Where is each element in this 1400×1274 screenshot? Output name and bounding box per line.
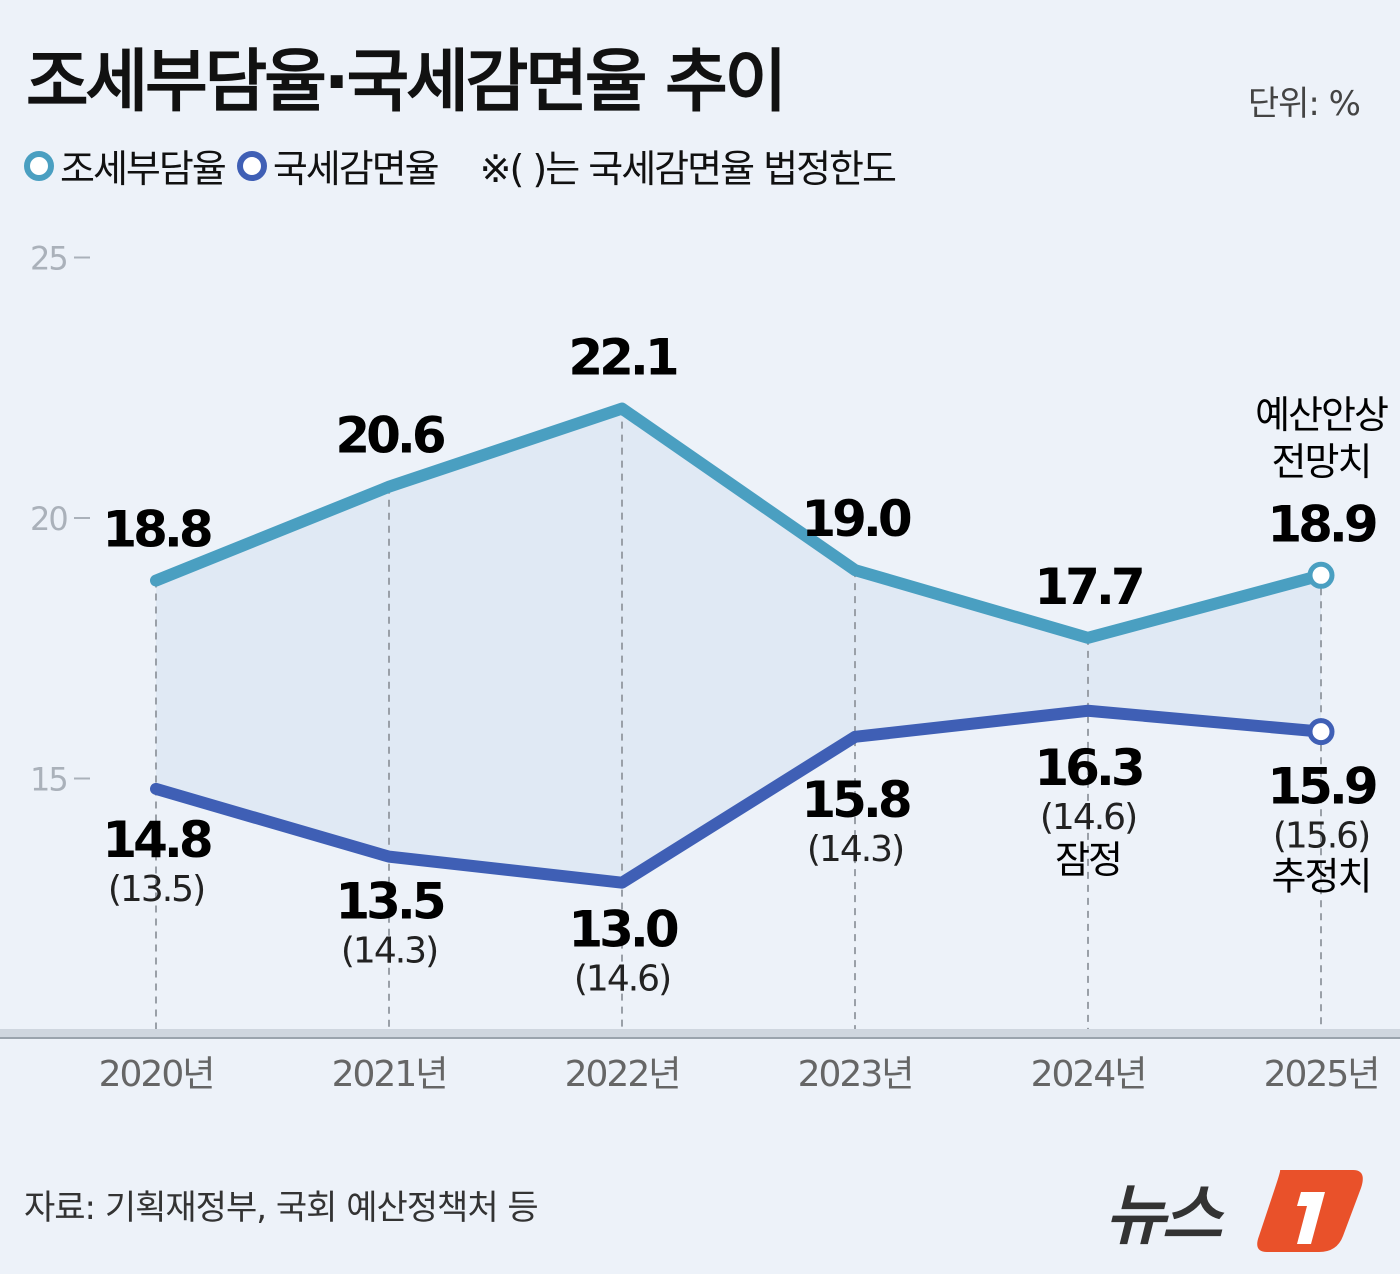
unit-label: 단위: % (1247, 84, 1361, 124)
y-tick-label: 20 (30, 500, 67, 538)
tax-reduction-value-label: 15.8 (801, 771, 910, 829)
legal-limit-label: (13.5) (108, 869, 204, 910)
budget-note-line2: 전망치 (1272, 440, 1371, 484)
legend: 조세부담율 국세감면율 ※( )는 국세감면율 법정한도 (24, 138, 897, 193)
area-fill (156, 408, 1321, 883)
tax-reduction-line (150, 704, 1327, 889)
legend-item-tax-burden: 조세부담율 (24, 138, 227, 193)
tax-burden-value-label: 18.8 (102, 501, 211, 559)
tax-reduction-value-label: 13.5 (335, 873, 444, 931)
legal-limit-label: (14.3) (807, 829, 903, 870)
x-tick-label: 2025년 (1264, 1054, 1379, 1095)
estimate-note: 추정치 (1272, 855, 1371, 899)
legal-limit-label: (14.6) (574, 959, 670, 1000)
legend-label: 국세감면율 (272, 147, 440, 191)
tax-burden-value-label: 22.1 (568, 329, 677, 387)
legend-note: ※( )는 국세감면율 법정한도 (479, 147, 897, 191)
budget-note-line1: 예산안상 (1255, 393, 1388, 437)
tax-reduction-value-label: 14.8 (102, 811, 211, 869)
y-tick-label: 25 (30, 240, 67, 278)
tax-reduction-point (1307, 718, 1335, 746)
tax-burden-value-label: 18.9 (1267, 495, 1376, 553)
source-note: 자료: 기획재정부, 국회 예산정책처 등 (24, 1188, 539, 1228)
tax-burden-value-label: 17.7 (1034, 558, 1142, 616)
tax-burden-line (150, 402, 1327, 644)
provisional-note: 잠정 (1055, 838, 1121, 882)
chart-title: 조세부담율·국세감면율 추이 (26, 43, 787, 122)
x-axis-baseline (0, 1029, 1400, 1039)
tax-burden-value-label: 19.0 (801, 490, 911, 548)
legal-limit-label: (15.6) (1273, 816, 1369, 857)
x-tick-label: 2020년 (99, 1054, 214, 1095)
legend-label: 조세부담율 (60, 147, 227, 191)
x-tick-label: 2021년 (332, 1054, 447, 1095)
x-tick-label: 2022년 (565, 1054, 680, 1095)
legal-limit-label: (14.6) (1040, 797, 1136, 838)
tax-reduction-value-label: 13.0 (568, 901, 678, 959)
tax-reduction-value-label: 15.9 (1267, 758, 1376, 816)
tax-burden-point (1307, 561, 1335, 589)
y-tick-label: 15 (30, 761, 67, 799)
svg-text:뉴스: 뉴스 (1105, 1177, 1225, 1254)
x-tick-label: 2024년 (1031, 1054, 1146, 1095)
tax-burden-value-label: 20.6 (335, 407, 445, 465)
legal-limit-label: (14.3) (341, 931, 437, 972)
legend-marker-icon (236, 150, 267, 181)
tax-reduction-value-label: 16.3 (1034, 739, 1142, 797)
x-tick-label: 2023년 (798, 1054, 913, 1095)
legend-item-tax-reduction: 국세감면율 (236, 138, 440, 193)
news1-logo: 뉴스 (1105, 1160, 1365, 1259)
legend-marker-icon (24, 150, 54, 181)
